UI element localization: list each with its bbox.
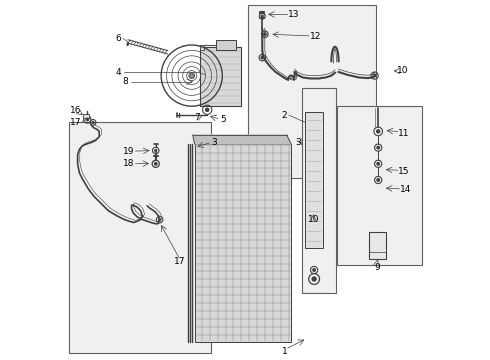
Circle shape [159,219,161,221]
Text: 15: 15 [398,166,409,176]
Polygon shape [193,135,291,144]
Text: 10: 10 [308,215,319,224]
Bar [337,106,422,265]
Text: 11: 11 [398,129,409,138]
Bar [302,88,336,293]
Bar [369,232,387,259]
Text: 2: 2 [282,111,288,120]
Circle shape [313,269,316,271]
Text: 12: 12 [310,32,321,41]
Text: 18: 18 [123,159,135,168]
Circle shape [373,74,376,77]
Circle shape [376,130,380,133]
Circle shape [155,149,157,152]
Text: 17: 17 [174,256,186,266]
Text: 19: 19 [123,147,135,156]
Bar [200,45,204,50]
Circle shape [261,56,264,59]
Text: 16: 16 [70,107,81,116]
Circle shape [189,73,195,78]
Text: 8: 8 [122,77,128,86]
Circle shape [377,146,380,149]
Text: 7: 7 [194,113,200,122]
Text: 3: 3 [295,138,301,147]
Circle shape [263,33,266,36]
Text: 17: 17 [70,118,81,127]
Text: 9: 9 [374,263,380,272]
Text: 10: 10 [397,66,409,76]
Bar [83,114,90,118]
Text: 1: 1 [282,347,288,356]
Circle shape [154,162,157,165]
Bar [248,5,376,178]
Circle shape [205,108,209,112]
Bar [195,144,291,342]
Text: 14: 14 [400,185,411,194]
Circle shape [261,15,263,17]
Bar [216,40,236,50]
Circle shape [377,162,380,165]
Circle shape [312,277,316,281]
Text: 5: 5 [220,115,226,124]
Bar [200,47,242,106]
Circle shape [92,121,94,123]
Text: 4: 4 [116,68,121,77]
Circle shape [86,118,89,121]
Circle shape [377,179,380,181]
Bar [305,112,323,248]
Text: 6: 6 [116,34,121,43]
Bar [69,122,211,353]
Text: 13: 13 [288,10,299,19]
Text: 3: 3 [212,138,217,147]
